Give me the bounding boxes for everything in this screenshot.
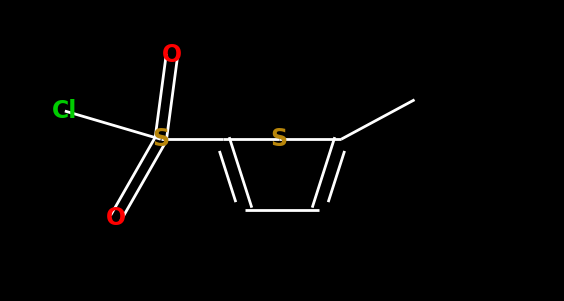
Text: S: S [271, 127, 288, 151]
Text: S: S [152, 127, 169, 151]
Text: Cl: Cl [52, 99, 77, 123]
Text: O: O [105, 206, 126, 230]
Text: O: O [162, 43, 182, 67]
